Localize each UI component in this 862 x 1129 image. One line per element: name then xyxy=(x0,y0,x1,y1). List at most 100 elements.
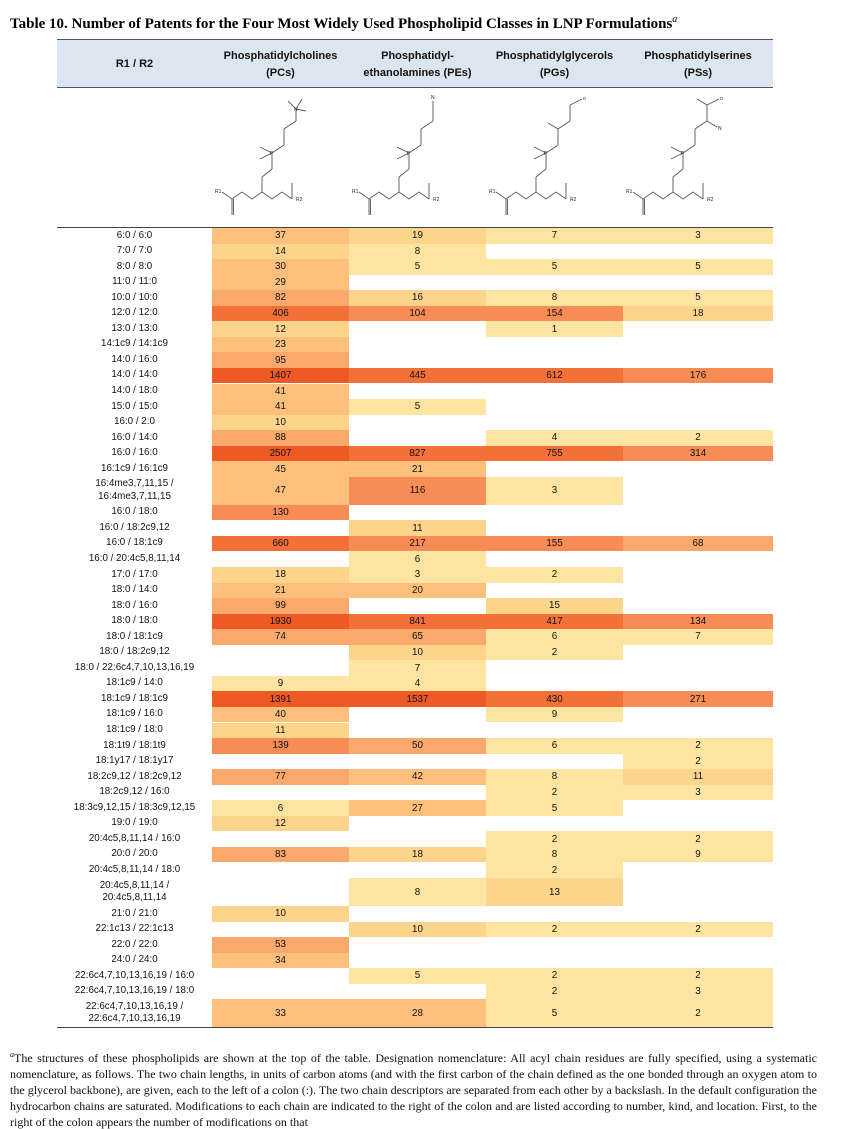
pe-p-label: P xyxy=(407,151,411,157)
table-row: 20:4c5,8,11,14 / 16:0 2 2 xyxy=(57,831,773,847)
pc-p-label: P xyxy=(270,151,274,157)
cell-ps xyxy=(623,337,773,353)
cell-ps xyxy=(623,953,773,969)
cell-pe: 1537 xyxy=(349,691,486,707)
pe-r1-label: R1 xyxy=(352,189,359,195)
cell-ps: 11 xyxy=(623,769,773,785)
row-label: 18:0 / 16:0 xyxy=(111,599,158,611)
table-row: 11:0 / 11:0 29 xyxy=(57,274,773,291)
row-label: 8:0 / 8:0 xyxy=(116,260,153,272)
cell-pe: 42 xyxy=(349,769,486,785)
cell-pg xyxy=(486,953,623,969)
pg-p-label: P xyxy=(544,151,548,157)
pg-structure-diagram: R1 R2 P o xyxy=(489,96,586,215)
pg-o-label: o xyxy=(583,96,586,102)
pe-r2-label: R2 xyxy=(433,197,440,203)
cell-pe xyxy=(349,598,486,614)
table-row: 18:2c9,12 / 18:2c9,12 77 42 8 11 xyxy=(57,769,773,785)
cell-ps: 2 xyxy=(623,753,773,770)
cell-ps xyxy=(623,583,773,599)
row-label: 19:0 / 19:0 xyxy=(111,817,158,829)
cell-ps xyxy=(623,477,773,505)
cell-pc: 1407 xyxy=(212,367,349,384)
table-row: 24:0 / 24:0 34 xyxy=(57,952,773,969)
cell-pe: 10 xyxy=(349,921,486,938)
cell-pe xyxy=(349,862,486,878)
table-row: 12:0 / 12:0 406 104 154 18 xyxy=(57,305,773,322)
cell-ps xyxy=(623,244,773,260)
cell-ps: 3 xyxy=(623,228,773,244)
cell-pe: 65 xyxy=(349,629,486,645)
cell-ps: 2 xyxy=(623,831,773,847)
row-label: 22:1c13 / 22:1c13 xyxy=(95,923,174,935)
table-row: 16:1c9 / 16:1c9 45 21 xyxy=(57,461,773,477)
row-label: 16:0 / 18:1c9 xyxy=(106,537,163,549)
cell-pe: 5 xyxy=(349,399,486,415)
cell-pg xyxy=(486,551,623,567)
cell-ps xyxy=(623,598,773,614)
row-label: 18:0 / 18:2c9,12 xyxy=(99,646,170,658)
cell-pc: 139 xyxy=(212,738,349,754)
cell-pc: 1930 xyxy=(212,613,349,630)
table-row: 18:0 / 14:0 21 20 xyxy=(57,582,773,599)
table-row: 22:1c13 / 22:1c13 10 2 2 xyxy=(57,921,773,938)
cell-pc: 21 xyxy=(212,582,349,599)
cell-ps: 2 xyxy=(623,999,773,1028)
row-label: 16:4me3,7,11,15 /16:4me3,7,11,15 xyxy=(95,478,174,502)
row-label: 18:0 / 18:1c9 xyxy=(106,630,163,642)
cell-pc: 10 xyxy=(212,414,349,431)
row-label: 20:4c5,8,11,14 / 18:0 xyxy=(88,863,181,875)
table-row: 6:0 / 6:0 37 19 7 3 xyxy=(57,228,773,244)
table-row: 17:0 / 17:0 18 3 2 xyxy=(57,567,773,583)
cell-pg: 4 xyxy=(486,430,623,446)
cell-pc: 53 xyxy=(212,937,349,953)
row-label: 18:1y17 / 18:1y17 xyxy=(95,755,174,767)
cell-pg xyxy=(486,754,623,770)
pe-n-label: N xyxy=(431,95,435,101)
cell-ps: 7 xyxy=(623,629,773,645)
cell-pg: 13 xyxy=(486,878,623,906)
table-row: 18:1c9 / 16:0 40 9 xyxy=(57,706,773,723)
cell-pg: 3 xyxy=(486,476,623,505)
cell-pe: 841 xyxy=(349,613,486,630)
cell-pg: 2 xyxy=(486,983,623,1000)
cell-pg xyxy=(486,937,623,953)
cell-ps: 68 xyxy=(623,535,773,552)
cell-pg xyxy=(486,275,623,291)
cell-ps xyxy=(623,415,773,431)
cell-pc: 74 xyxy=(212,629,349,645)
cell-pc: 47 xyxy=(212,476,349,505)
cell-pe: 11 xyxy=(349,520,486,536)
row-label: 16:0 / 18:0 xyxy=(111,506,158,518)
row-label: 16:0 / 2:0 xyxy=(114,416,155,428)
row-label: 22:6c4,7,10,13,16,19 / 16:0 xyxy=(74,969,195,981)
pc-r1-label: R1 xyxy=(215,189,222,195)
row-label: 13:0 / 13:0 xyxy=(111,322,158,334)
cell-pc xyxy=(212,785,349,801)
table-row: 18:1c9 / 18:0 11 xyxy=(57,722,773,739)
cell-pe: 8 xyxy=(349,878,486,906)
table-row: 16:0 / 20:4c5,8,11,14 6 xyxy=(57,551,773,567)
structure-row: R1 R2 P N R1 R2 P N xyxy=(57,89,773,227)
table-row: 16:4me3,7,11,15 /16:4me3,7,11,15 47 116 3 xyxy=(57,476,773,505)
cell-pg: 430 xyxy=(486,691,623,707)
pc-structure-diagram: R1 R2 P N xyxy=(215,98,307,215)
cell-pc: 10 xyxy=(212,906,349,922)
cell-ps: 176 xyxy=(623,367,773,384)
cell-pg xyxy=(486,415,623,431)
cell-pc xyxy=(212,660,349,676)
row-label: 11:0 / 11:0 xyxy=(112,276,157,288)
row-label: 17:0 / 17:0 xyxy=(111,568,158,580)
cell-pe: 10 xyxy=(349,644,486,661)
cell-pg xyxy=(486,352,623,368)
row-label: 6:0 / 6:0 xyxy=(116,229,153,241)
cell-pe: 16 xyxy=(349,290,486,306)
cell-pc: 130 xyxy=(212,504,349,521)
table-row: 16:0 / 18:1c9 660 217 155 68 xyxy=(57,535,773,552)
cell-pg: 8 xyxy=(486,290,623,306)
cell-pe xyxy=(349,384,486,400)
cell-pg: 6 xyxy=(486,629,623,645)
cell-pe: 28 xyxy=(349,999,486,1028)
cell-pg: 2 xyxy=(486,862,623,878)
cell-pe: 50 xyxy=(349,738,486,754)
